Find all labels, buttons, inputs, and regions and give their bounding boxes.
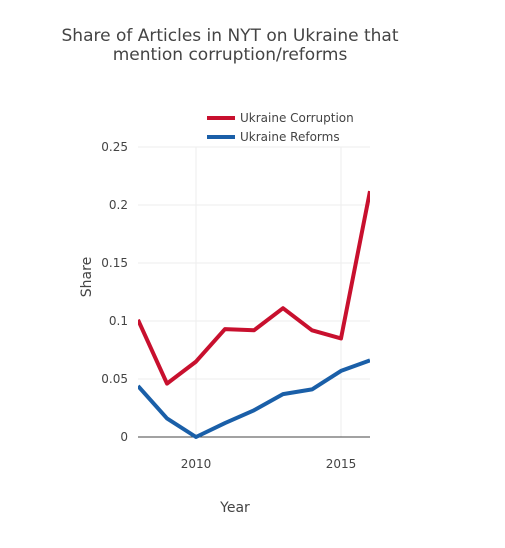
y-axis-ticks: 0 0.05 0.1 0.15 0.2 0.25	[101, 140, 128, 444]
y-tick-label: 0.1	[109, 314, 128, 328]
x-axis-ticks: 2010 2015	[181, 457, 357, 471]
legend-label: Ukraine Reforms	[240, 130, 340, 144]
series-lines	[138, 190, 370, 439]
chart-title-line-2: mention corruption/reforms	[113, 45, 348, 65]
series-line-ukraine-corruption	[138, 190, 370, 386]
x-tick-label: 2015	[326, 457, 357, 471]
y-tick-label: 0.25	[101, 140, 128, 154]
x-axis-title: Year	[219, 500, 250, 516]
legend: Ukraine Corruption Ukraine Reforms	[207, 111, 354, 144]
legend-label: Ukraine Corruption	[240, 111, 354, 125]
y-axis-title: Share	[79, 257, 95, 297]
series-line-ukraine-reforms	[138, 358, 370, 439]
gridlines	[138, 146, 370, 437]
x-tick-label: 2010	[181, 457, 212, 471]
y-tick-label: 0	[120, 430, 128, 444]
y-tick-label: 0.2	[109, 198, 128, 212]
y-tick-label: 0.05	[101, 372, 128, 386]
y-tick-label: 0.15	[101, 256, 128, 270]
chart-title-line-1: Share of Articles in NYT on Ukraine that	[62, 26, 399, 46]
